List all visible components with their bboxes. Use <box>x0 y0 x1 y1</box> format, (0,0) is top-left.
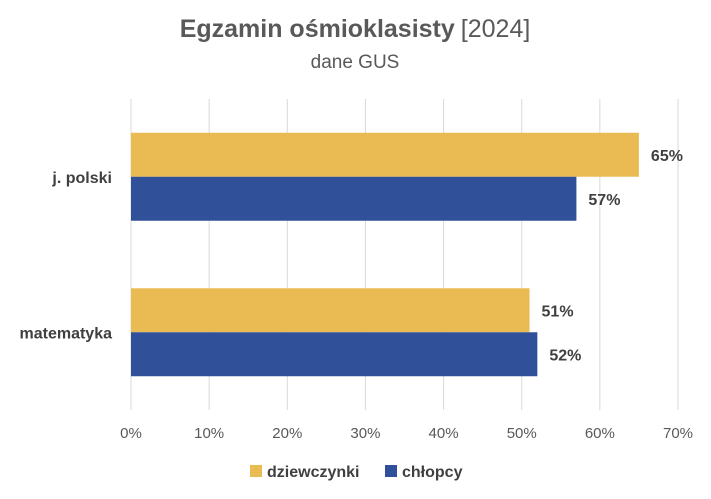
data-label: 57% <box>588 192 620 209</box>
legend: dziewczynki chłopcy <box>250 464 463 481</box>
x-tick-label: 70% <box>663 425 693 442</box>
chart-subtitle: dane GUS <box>311 52 400 73</box>
x-tick-label: 30% <box>350 425 380 442</box>
bar <box>131 176 577 221</box>
x-tick-label: 40% <box>429 425 459 442</box>
bar <box>131 332 538 377</box>
bar <box>131 288 530 333</box>
x-tick-label: 50% <box>507 425 537 442</box>
data-label: 65% <box>651 148 683 165</box>
chart-title-year: [2024] <box>461 15 531 43</box>
x-tick-label: 20% <box>272 425 302 442</box>
legend-label: dziewczynki <box>267 464 359 481</box>
category-label: j. polski <box>51 170 112 187</box>
legend-swatch <box>385 465 397 477</box>
legend-swatch <box>250 465 262 477</box>
category-label: matematyka <box>20 325 113 342</box>
chart-title-main: Egzamin ośmioklasisty <box>180 15 455 43</box>
x-tick-label: 10% <box>194 425 224 442</box>
data-label: 51% <box>542 303 574 320</box>
bars: 65% 57% 51% 52% <box>131 132 683 377</box>
x-tick-label: 0% <box>120 425 142 442</box>
x-tick-labels: 0% 10% 20% 30% 40% 50% 60% 70% <box>120 425 693 442</box>
x-tick-label: 60% <box>585 425 615 442</box>
data-label: 52% <box>549 347 581 364</box>
chart-title: Egzamin ośmioklasisty [2024] <box>180 15 531 43</box>
bar <box>131 132 639 177</box>
category-labels: j. polski matematyka <box>20 170 113 343</box>
legend-label: chłopcy <box>402 464 463 481</box>
